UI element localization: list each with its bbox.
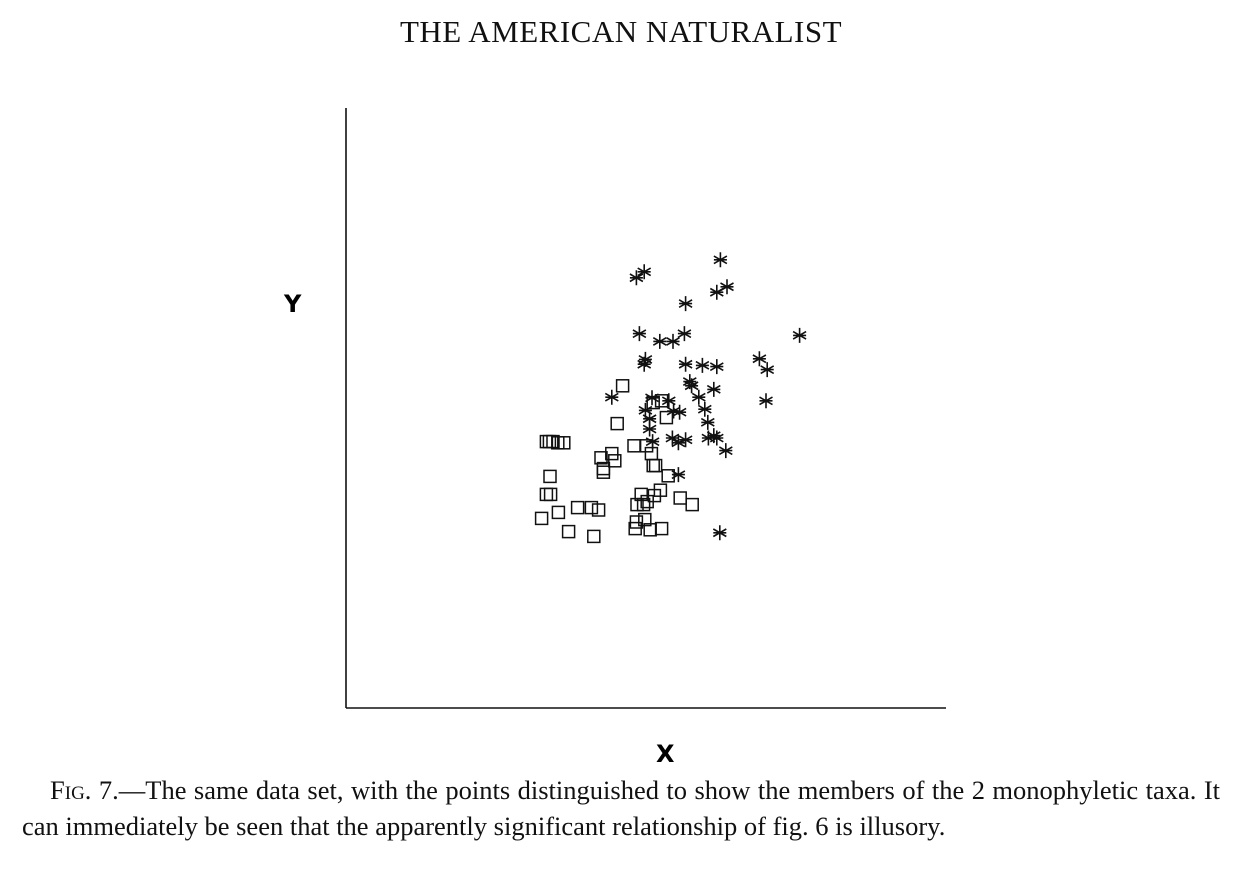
data-point-asterisk xyxy=(700,414,715,430)
data-points xyxy=(534,252,807,544)
data-point-square xyxy=(685,497,699,512)
data-point-asterisk xyxy=(637,356,652,372)
data-point-asterisk xyxy=(706,381,721,397)
data-point-square xyxy=(644,446,659,461)
data-point-square xyxy=(534,511,549,526)
data-point-square xyxy=(627,439,641,453)
figure-caption: Fig. 7.—The same data set, with the poin… xyxy=(22,772,1220,844)
data-point-asterisk xyxy=(604,389,619,405)
figure-caption-text: —The same data set, with the points dist… xyxy=(22,775,1221,841)
data-point-asterisk xyxy=(682,374,697,390)
data-point-asterisk xyxy=(695,357,710,373)
data-point-asterisk xyxy=(661,393,676,409)
data-point-square xyxy=(539,487,554,502)
data-point-asterisk xyxy=(645,434,660,450)
data-point-asterisk xyxy=(632,326,647,342)
data-point-asterisk xyxy=(792,327,807,343)
figure-label: Fig. xyxy=(50,775,92,805)
journal-running-head: THE AMERICAN NATURALIST xyxy=(399,14,843,49)
data-point-square xyxy=(543,487,558,502)
data-point-asterisk xyxy=(759,393,773,409)
data-point-asterisk xyxy=(672,404,687,420)
data-point-asterisk xyxy=(638,402,653,418)
data-point-square xyxy=(648,458,663,473)
data-point-square xyxy=(608,454,622,468)
data-point-asterisk xyxy=(652,333,667,349)
data-point-square xyxy=(543,469,557,484)
data-point-asterisk xyxy=(760,362,775,378)
data-point-asterisk xyxy=(713,252,728,268)
data-point-asterisk xyxy=(665,430,680,446)
data-point-asterisk xyxy=(671,435,686,451)
data-point-square xyxy=(615,379,630,393)
data-point-square xyxy=(605,446,619,461)
data-point-asterisk xyxy=(712,525,727,541)
data-point-asterisk xyxy=(638,351,653,367)
data-point-square xyxy=(557,436,571,450)
data-point-asterisk xyxy=(709,359,724,375)
data-point-square xyxy=(610,416,624,431)
scatter-plot: Y X xyxy=(283,108,946,768)
data-point-asterisk xyxy=(678,432,693,448)
x-axis-label: X xyxy=(656,740,675,768)
data-point-asterisk xyxy=(645,390,659,406)
data-point-square xyxy=(654,521,669,536)
data-point-asterisk xyxy=(706,428,721,444)
data-point-square xyxy=(636,497,651,512)
data-point-asterisk xyxy=(629,270,644,286)
data-point-square xyxy=(584,500,599,515)
data-point-square xyxy=(673,491,687,505)
data-point-square xyxy=(587,529,601,544)
data-point-square xyxy=(594,451,608,465)
data-point-asterisk xyxy=(691,389,706,405)
data-point-square xyxy=(653,483,668,497)
data-point-asterisk xyxy=(678,356,693,372)
data-point-asterisk xyxy=(718,443,733,459)
data-point-asterisk xyxy=(752,351,767,367)
data-point-square xyxy=(596,465,611,479)
figure-number: 7. xyxy=(91,775,119,805)
data-point-asterisk xyxy=(678,296,693,312)
data-point-square xyxy=(546,434,560,449)
data-point-asterisk xyxy=(671,467,686,483)
data-point-square xyxy=(551,505,566,520)
data-point-square xyxy=(659,410,674,425)
data-point-asterisk xyxy=(637,264,652,280)
data-point-square xyxy=(591,503,606,517)
data-point-square xyxy=(661,469,675,483)
data-point-square xyxy=(570,500,585,515)
data-point-asterisk xyxy=(677,326,692,342)
data-point-asterisk xyxy=(684,378,699,394)
data-point-square xyxy=(561,524,576,539)
data-point-asterisk xyxy=(697,401,712,417)
data-point-square xyxy=(629,515,644,529)
data-point-asterisk xyxy=(666,333,680,349)
y-axis-label: Y xyxy=(283,290,302,318)
data-point-asterisk xyxy=(642,421,657,437)
data-point-asterisk xyxy=(642,411,657,427)
data-point-asterisk xyxy=(709,284,724,300)
data-point-asterisk xyxy=(720,279,734,295)
data-point-asterisk xyxy=(666,403,681,419)
